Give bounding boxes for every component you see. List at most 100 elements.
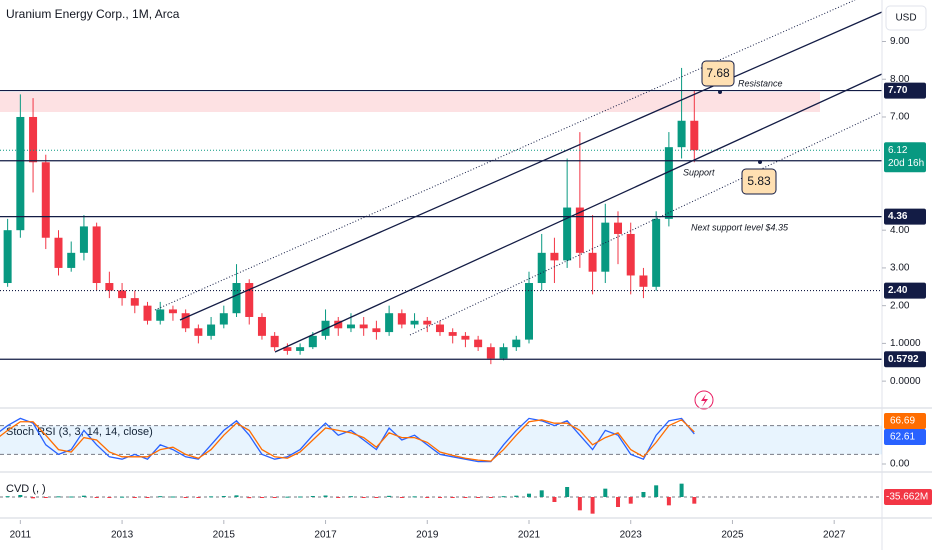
title-bg	[0, 5, 152, 25]
candle-body	[130, 298, 139, 306]
candle-body	[308, 335, 317, 348]
x-tick-label: 2021	[518, 530, 541, 541]
resistance-zone	[0, 92, 820, 112]
level-label-box	[884, 282, 926, 299]
callout: Support	[683, 167, 715, 177]
candle-body	[3, 230, 12, 284]
bar	[348, 496, 353, 498]
indicator-title: Stoch RSI (3, 3, 14, 14, close)	[6, 426, 153, 438]
bar	[18, 495, 23, 497]
candle-body	[423, 320, 432, 325]
value-label: 62.61	[890, 432, 915, 443]
bar	[259, 497, 264, 498]
candle-body	[54, 237, 63, 268]
candle-body	[219, 313, 228, 325]
candle-body	[499, 347, 508, 359]
candle-body	[359, 324, 368, 329]
candle-body	[29, 116, 38, 163]
candle-body	[372, 328, 381, 333]
candle-body	[296, 347, 305, 351]
currency: USD	[895, 13, 916, 24]
candle-body	[245, 283, 254, 317]
bar	[94, 497, 99, 498]
bar	[5, 496, 10, 498]
candle-body	[207, 324, 216, 336]
level-label: 0.5792	[888, 354, 919, 365]
bar	[272, 497, 277, 498]
x-tick-label: 2013	[111, 530, 134, 541]
candle-body	[461, 335, 470, 340]
bar	[132, 497, 137, 498]
x-tick-label: 2025	[721, 530, 744, 541]
bar	[387, 495, 392, 497]
bar	[514, 495, 519, 497]
value-label: -35.662M	[886, 492, 928, 503]
callout: 5.83	[747, 174, 771, 188]
bar	[679, 483, 684, 497]
bar	[412, 496, 417, 498]
level-label: 2.40	[888, 285, 908, 296]
candle-body	[257, 316, 266, 336]
bar	[450, 497, 455, 498]
y-tick-label: 3.00	[890, 263, 910, 274]
bar	[666, 497, 671, 506]
y-tick-label: 4.00	[890, 225, 910, 236]
candle-body	[639, 275, 648, 287]
level-label-box	[884, 351, 926, 368]
candle-body	[664, 147, 673, 219]
bar	[170, 496, 175, 498]
candle-body	[588, 252, 597, 272]
bar	[463, 497, 468, 498]
candle-body	[626, 233, 635, 276]
level-label-box	[884, 82, 926, 99]
candle-body	[232, 283, 241, 314]
bar	[654, 485, 659, 497]
y-tick-label: 7.00	[890, 112, 910, 123]
bar	[399, 497, 404, 498]
callout-box	[741, 168, 777, 195]
candle-body	[474, 339, 483, 348]
candle-body	[105, 283, 114, 291]
y-tick-label: 8.00	[890, 74, 910, 85]
bar	[323, 495, 328, 497]
bar	[107, 497, 112, 498]
bar	[488, 497, 493, 498]
candle-body	[677, 120, 686, 148]
callout: Next support level $4.35	[691, 222, 789, 232]
callout: 7.68	[706, 66, 730, 80]
x-tick-label: 2023	[620, 530, 643, 541]
bar	[81, 495, 86, 497]
bar	[209, 496, 214, 498]
bar	[221, 496, 226, 497]
candle-body	[181, 313, 190, 329]
candle-body	[118, 290, 127, 299]
candle-body	[41, 162, 50, 238]
bar	[285, 496, 290, 498]
candle-body	[168, 309, 177, 314]
level-label: 7.70	[888, 85, 908, 96]
candle-body	[156, 309, 165, 321]
bar	[501, 496, 506, 498]
bar	[145, 497, 150, 498]
candle-body	[537, 252, 546, 284]
bar	[526, 493, 531, 497]
bar	[158, 496, 163, 498]
candle-body	[334, 320, 343, 329]
candle-body	[614, 222, 623, 234]
channel-lines	[154, 0, 883, 353]
event-icon	[701, 394, 708, 407]
price-pane	[0, 67, 882, 365]
bar	[437, 497, 442, 498]
last-price-box	[884, 142, 926, 173]
bar	[120, 496, 125, 498]
bar	[361, 497, 366, 498]
bar	[539, 490, 544, 497]
x-tick-label: 2015	[213, 530, 236, 541]
y-tick-label: 2.00	[890, 300, 910, 311]
candle-body	[410, 320, 419, 325]
candle-body	[448, 332, 457, 336]
candle-body	[486, 347, 495, 359]
candle-body	[397, 313, 406, 325]
